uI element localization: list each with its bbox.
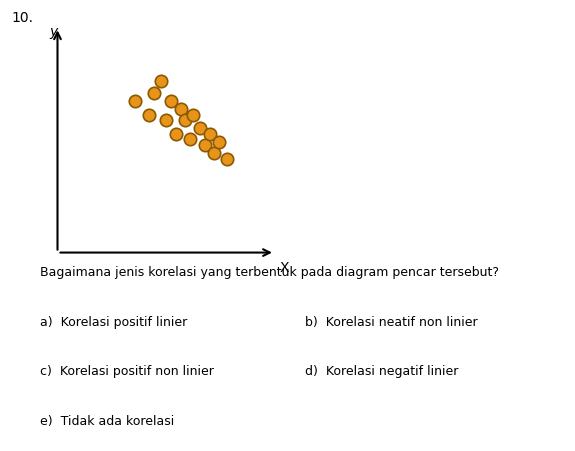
Text: b)  Korelasi neatif non linier: b) Korelasi neatif non linier xyxy=(305,316,477,329)
Text: d)  Korelasi negatif linier: d) Korelasi negatif linier xyxy=(305,365,458,378)
Point xyxy=(196,125,205,132)
Point xyxy=(130,97,139,105)
Point xyxy=(186,136,195,143)
Text: Bagaimana jenis korelasi yang terbentuk pada diagram pencar tersebut?: Bagaimana jenis korelasi yang terbentuk … xyxy=(40,266,499,279)
Text: y: y xyxy=(50,25,58,39)
Point xyxy=(214,138,224,146)
Point xyxy=(171,130,181,138)
Point xyxy=(188,111,197,118)
Text: a)  Korelasi positif linier: a) Korelasi positif linier xyxy=(40,316,187,329)
Text: e)  Tidak ada korelasi: e) Tidak ada korelasi xyxy=(40,415,174,428)
Point xyxy=(205,130,214,138)
Point xyxy=(200,141,209,148)
Text: c)  Korelasi positif non linier: c) Korelasi positif non linier xyxy=(40,365,214,378)
Text: X: X xyxy=(279,261,289,275)
Text: 10.: 10. xyxy=(12,11,33,25)
Point xyxy=(157,78,166,85)
Point xyxy=(145,111,154,118)
Point xyxy=(150,89,159,96)
Point xyxy=(162,116,171,124)
Point xyxy=(166,97,175,105)
Point xyxy=(176,106,185,113)
Point xyxy=(181,116,190,124)
Point xyxy=(210,150,219,157)
Point xyxy=(222,155,231,162)
